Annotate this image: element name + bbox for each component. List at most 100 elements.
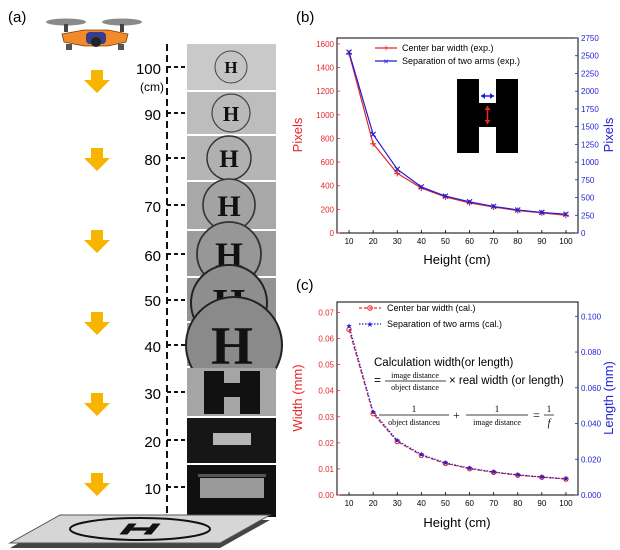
svg-text:1: 1 — [547, 404, 552, 414]
data-point — [346, 323, 352, 329]
height-label: 10 — [144, 481, 161, 498]
legend-entry: Separation of two arms (cal.) — [387, 319, 502, 329]
y-left-tick-label: 0.04 — [318, 387, 334, 396]
y-right-tick-label: 2750 — [581, 34, 599, 43]
series-line — [348, 329, 566, 480]
fraction-denominator: object distance — [391, 383, 439, 392]
y-right-tick-label: 1750 — [581, 105, 599, 114]
data-point — [563, 475, 569, 481]
panel-a-illustration: (a) H H H H — [8, 9, 283, 548]
plot-frame — [336, 301, 579, 496]
svg-text:1: 1 — [495, 404, 500, 414]
y-right-tick-label: 2250 — [581, 69, 599, 78]
y-right-tick-label: 2500 — [581, 52, 599, 61]
y-right-tick-label: 0.060 — [581, 384, 602, 393]
x-tick-label: 90 — [537, 237, 546, 246]
y-left-tick-label: 400 — [321, 182, 335, 191]
y-left-tick-label: 0.02 — [318, 439, 334, 448]
data-point — [466, 465, 473, 471]
x-tick-label: 90 — [537, 499, 546, 508]
data-point — [490, 469, 497, 475]
data-point — [442, 460, 449, 466]
svg-text:=: = — [374, 373, 381, 387]
height-label: 50 — [144, 293, 161, 310]
data-point — [466, 199, 473, 206]
data-point — [370, 140, 377, 147]
y-right-tick-label: 750 — [581, 176, 595, 185]
y-left-tick-label: 0.06 — [318, 335, 334, 344]
y-left-tick-label: 0.01 — [318, 465, 334, 474]
camera-image-strip: H H H H H H H — [185, 44, 283, 517]
height-label: 40 — [144, 339, 161, 356]
height-label: 90 — [144, 107, 161, 124]
y-right-tick-label: 0 — [581, 229, 586, 238]
legend: Center bar width (cal.) ★ Separation of … — [359, 303, 502, 329]
height-label: 60 — [144, 248, 161, 265]
legend-entry: Separation of two arms (exp.) — [402, 56, 520, 66]
panel-c-label: (c) — [296, 277, 314, 294]
data-point — [442, 193, 449, 200]
data-point — [370, 409, 376, 415]
data-point — [394, 437, 400, 443]
data-point — [514, 207, 521, 213]
y-axis-left-label: Width (mm) — [290, 364, 305, 431]
y-right-tick-label: 0.100 — [581, 312, 602, 321]
y-left-tick-label: 1200 — [316, 87, 334, 96]
data-point — [515, 472, 521, 478]
down-arrow-icon — [84, 473, 110, 496]
x-tick-label: 60 — [465, 499, 474, 508]
svg-text:H: H — [211, 316, 253, 376]
x-tick-label: 100 — [559, 237, 573, 246]
y-left-tick-label: 800 — [321, 134, 335, 143]
y-right-tick-label: 0.020 — [581, 455, 602, 464]
x-tick-label: 20 — [369, 237, 378, 246]
svg-text:image distance: image distance — [473, 418, 521, 427]
x-tick-label: 80 — [513, 499, 522, 508]
x-tick-label: 30 — [393, 237, 402, 246]
y-right-tick-label: 1000 — [581, 158, 599, 167]
x-axis-label: Height (cm) — [423, 252, 490, 267]
svg-text:H: H — [223, 102, 239, 126]
height-label: 100 — [136, 61, 161, 78]
y-axis-right-label: Pixels — [601, 117, 616, 152]
svg-text:H: H — [224, 58, 237, 77]
y-left-tick-label: 0.03 — [318, 413, 334, 422]
data-point — [490, 203, 497, 210]
legend-entry: Center bar width (exp.) — [402, 43, 494, 53]
height-label: 30 — [144, 386, 161, 403]
x-tick-label: 20 — [369, 499, 378, 508]
data-point — [346, 49, 352, 56]
height-label: 70 — [144, 199, 161, 216]
data-point — [394, 166, 401, 173]
svg-text:H: H — [217, 190, 240, 223]
down-arrow-icon — [84, 230, 110, 253]
x-tick-label: 100 — [559, 499, 573, 508]
equation-block: Calculation width(or length) = image dis… — [374, 357, 564, 429]
x-tick-label: 80 — [513, 237, 522, 246]
x-tick-label: 50 — [441, 499, 450, 508]
landing-pad-icon — [8, 514, 272, 548]
panel-a-label: (a) — [8, 9, 26, 26]
down-arrow-icon — [84, 393, 110, 416]
svg-text:★: ★ — [366, 320, 373, 329]
equation-rhs: × real width (or length) — [449, 375, 564, 387]
data-point — [466, 198, 473, 205]
svg-text:1: 1 — [412, 404, 417, 414]
chart-c: (c) 0.00 0.01 0.02 0.03 0.04 0.05 0.06 0.07 0.0… — [290, 277, 616, 530]
series-line — [348, 325, 566, 480]
down-arrow-icon — [84, 70, 110, 93]
y-left-tick-label: 0.05 — [318, 361, 334, 370]
y-right-tick-label: 500 — [581, 194, 595, 203]
y-right-tick-label: 0.080 — [581, 348, 602, 357]
svg-text:object distanceu: object distanceu — [388, 418, 440, 427]
legend-entry: Center bar width (cal.) — [387, 303, 476, 313]
x-tick-label: 50 — [441, 237, 450, 246]
y-right-tick-label: 250 — [581, 211, 595, 220]
svg-text:=: = — [533, 408, 540, 422]
x-tick-label: 60 — [465, 237, 474, 246]
y-axis-right-label: Length (mm) — [601, 361, 616, 435]
y-left-tick-label: 0 — [330, 229, 335, 238]
y-left-tick-label: 600 — [321, 158, 335, 167]
equation-title: Calculation width(or length) — [374, 357, 514, 369]
svg-text:H: H — [219, 146, 239, 173]
